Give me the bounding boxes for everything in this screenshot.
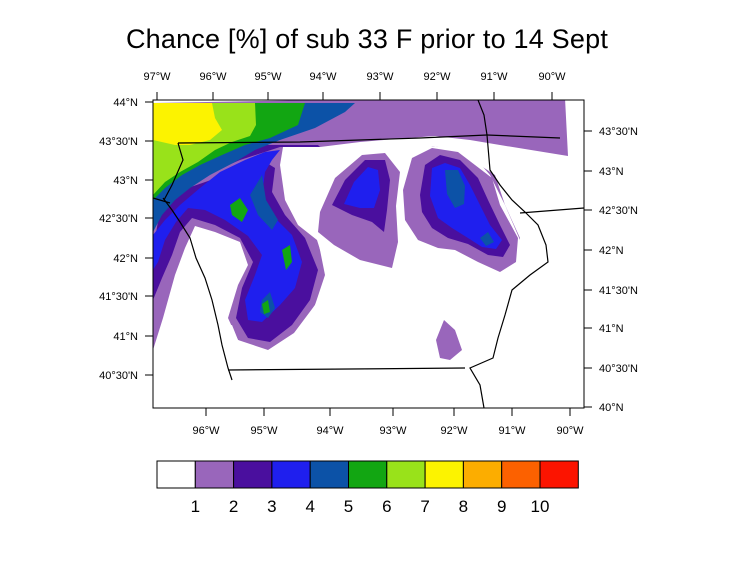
colorbar-label: 3 <box>267 497 276 516</box>
contour-level-2 <box>436 320 462 360</box>
bottom-tick-label: 91°W <box>498 425 526 437</box>
right-tick-label: 42°30'N <box>599 205 638 217</box>
top-tick-label: 96°W <box>199 71 227 83</box>
right-tick-label: 43°N <box>599 166 624 178</box>
left-tick-label: 43°30'N <box>99 136 138 148</box>
axis-tick-labels: 97°W 96°W 95°W 94°W 93°W 92°W 91°W 90°W 96°W 95°W… <box>99 71 638 437</box>
illinois-border <box>519 207 584 214</box>
colorbar <box>156 460 579 489</box>
contour-level-8 <box>153 103 222 145</box>
right-tick-label: 43°30'N <box>599 126 638 138</box>
right-tick-label: 40°30'N <box>599 363 638 375</box>
colorbar-swatch <box>271 460 311 489</box>
colorbar-labels: 1 2 3 4 5 6 7 8 9 10 <box>191 497 550 516</box>
colorbar-label: 7 <box>420 497 429 516</box>
colorbar-swatch <box>309 460 350 489</box>
contour-level-1 <box>392 148 418 160</box>
colorbar-label: 4 <box>305 497 314 516</box>
colorbar-swatch <box>156 460 196 489</box>
contour-level-6 <box>262 300 270 314</box>
bottom-tick-label: 95°W <box>250 425 278 437</box>
bottom-tick-label: 93°W <box>379 425 407 437</box>
bottom-tick-label: 90°W <box>556 425 584 437</box>
right-tick-label: 42°N <box>599 245 624 257</box>
colorbar-swatch <box>501 460 541 489</box>
colorbar-label: 8 <box>459 497 468 516</box>
bottom-tick-label: 94°W <box>316 425 344 437</box>
colorbar-swatch <box>348 460 388 489</box>
right-tick-label: 41°30'N <box>599 285 638 297</box>
left-tick-label: 40°30'N <box>99 370 138 382</box>
contour-level-6 <box>282 245 292 270</box>
map-title: Chance [%] of sub 33 F prior to 14 Sept <box>125 24 609 54</box>
contour-level-5 <box>250 175 278 230</box>
colorbar-label: 9 <box>497 497 506 516</box>
colorbar-swatch <box>462 460 503 489</box>
left-tick-label: 41°N <box>113 331 138 343</box>
top-tick-label: 92°W <box>423 71 451 83</box>
contour-level-6 <box>230 198 248 222</box>
colorbar-label: 2 <box>229 497 238 516</box>
right-tick-label: 41°N <box>599 323 624 335</box>
top-tick-label: 91°W <box>480 71 508 83</box>
iowa-north-border <box>177 134 488 144</box>
contour-fills <box>153 100 584 408</box>
colorbar-label: 6 <box>382 497 391 516</box>
minnesota-east-border <box>477 100 488 136</box>
left-tick-label: 44°N <box>113 97 138 109</box>
axis-ticks <box>145 92 592 416</box>
contour-level-5 <box>480 232 494 246</box>
colorbar-label: 5 <box>344 497 353 516</box>
contour-level-4 <box>153 150 302 322</box>
top-tick-label: 93°W <box>366 71 394 83</box>
plot-frame <box>152 99 585 409</box>
top-tick-label: 94°W <box>309 71 337 83</box>
south-dakota-border <box>163 142 184 201</box>
left-tick-label: 42°30'N <box>99 213 138 225</box>
top-tick-label: 95°W <box>254 71 282 83</box>
left-tick-label: 43°N <box>113 175 138 187</box>
iowa-south-border <box>227 367 466 371</box>
top-tick-label: 90°W <box>538 71 566 83</box>
wisconsin-border <box>486 134 561 139</box>
contour-level-4 <box>344 167 380 208</box>
bottom-tick-label: 96°W <box>192 425 220 437</box>
bottom-tick-label: 92°W <box>440 425 468 437</box>
contour-level-5 <box>445 170 465 208</box>
colorbar-label: 10 <box>531 497 550 516</box>
nebraska-north-border <box>153 197 171 204</box>
colorbar-swatch <box>233 460 273 489</box>
colorbar-swatch <box>194 460 235 489</box>
colorbar-swatch <box>386 460 426 489</box>
colorbar-swatch <box>424 460 464 489</box>
missouri-river <box>162 197 233 381</box>
left-tick-label: 42°N <box>113 253 138 265</box>
colorbar-label: 1 <box>191 497 200 516</box>
left-tick-label: 41°30'N <box>99 291 138 303</box>
top-tick-label: 97°W <box>143 71 171 83</box>
state-boundaries <box>153 100 584 408</box>
right-tick-label: 40°N <box>599 402 624 414</box>
colorbar-swatch <box>539 460 579 489</box>
mississippi-river <box>469 134 549 408</box>
